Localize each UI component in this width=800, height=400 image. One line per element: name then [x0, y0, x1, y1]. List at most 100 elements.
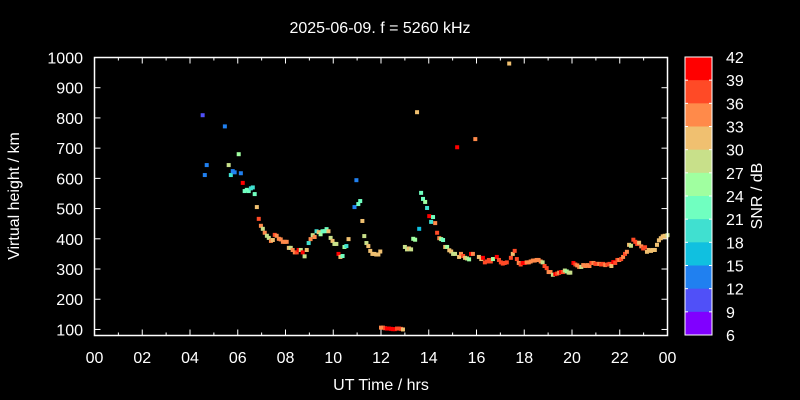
colorbar-tick-label: 18 — [726, 235, 744, 252]
colorbar-tick-label: 12 — [726, 282, 744, 299]
data-point — [524, 260, 529, 265]
data-point — [380, 325, 385, 330]
data-point — [457, 254, 462, 259]
data-point — [577, 264, 582, 269]
data-point — [628, 243, 633, 248]
data-point — [396, 326, 401, 331]
data-point — [400, 327, 405, 332]
y-tick-label: 200 — [56, 292, 83, 309]
data-point — [623, 251, 628, 256]
data-point — [470, 251, 475, 256]
data-point — [490, 257, 495, 262]
data-point — [360, 218, 365, 223]
data-point — [356, 202, 361, 207]
y-tick-label: 400 — [56, 232, 83, 249]
data-point — [308, 237, 313, 242]
x-tick-label: 04 — [181, 350, 199, 367]
data-point — [358, 199, 363, 204]
colorbar-tick-label: 27 — [726, 166, 744, 183]
data-point — [392, 327, 397, 332]
data-point — [429, 219, 434, 224]
data-point — [433, 221, 438, 226]
data-point — [633, 239, 638, 244]
data-point — [504, 260, 509, 265]
data-point — [236, 152, 241, 157]
x-tick-label: 18 — [515, 350, 533, 367]
data-point — [376, 252, 381, 257]
data-point — [587, 264, 592, 268]
data-point — [409, 247, 414, 252]
x-tick-label: 06 — [229, 350, 247, 367]
data-point — [445, 244, 450, 249]
data-point — [482, 260, 487, 265]
colorbar-band — [685, 172, 712, 197]
data-point — [423, 199, 428, 204]
data-point — [488, 259, 493, 264]
colorbar-band — [685, 103, 712, 127]
data-point — [613, 260, 618, 265]
data-point — [254, 205, 259, 210]
colorbar-band — [685, 57, 712, 81]
data-point — [518, 262, 523, 267]
colorbar-tick-label: 15 — [726, 259, 744, 276]
data-point — [302, 254, 307, 259]
data-point — [581, 263, 586, 268]
data-point — [336, 251, 341, 256]
data-point — [480, 255, 485, 260]
colorbar-label: SNR / dB — [749, 163, 766, 230]
data-point — [654, 242, 659, 247]
colorbar-tick-label: 9 — [726, 305, 735, 322]
data-point — [340, 254, 345, 259]
data-point — [290, 247, 295, 252]
data-point — [294, 250, 299, 255]
data-point — [266, 235, 271, 240]
data-point — [288, 245, 293, 250]
data-point — [421, 196, 426, 201]
data-point — [222, 124, 227, 129]
data-point — [278, 237, 283, 242]
data-point — [585, 263, 590, 268]
data-point — [568, 270, 573, 275]
data-point — [507, 61, 512, 66]
data-point — [496, 257, 501, 262]
data-point — [330, 238, 335, 243]
data-point — [601, 261, 606, 266]
data-point — [548, 270, 553, 275]
data-point — [514, 257, 519, 262]
data-point — [544, 266, 549, 271]
data-point — [413, 237, 418, 242]
x-tick-label: 10 — [324, 350, 342, 367]
colorbar-band — [685, 219, 712, 243]
data-point — [320, 229, 325, 234]
y-tick-label: 100 — [56, 322, 83, 339]
data-point — [228, 173, 233, 178]
data-point — [406, 246, 411, 251]
colorbar-tick-label: 6 — [726, 328, 735, 345]
data-point — [402, 244, 407, 249]
data-point — [458, 251, 463, 256]
colorbar-tick-label: 30 — [726, 143, 744, 160]
colorbar-tick-label: 36 — [726, 96, 744, 113]
data-point — [528, 259, 533, 264]
data-point — [603, 263, 608, 268]
colorbar-tick-label: 24 — [726, 189, 744, 206]
data-point — [204, 163, 209, 168]
x-tick-label: 14 — [420, 350, 438, 367]
data-point — [643, 245, 648, 250]
data-point — [453, 251, 458, 256]
data-point — [352, 205, 357, 210]
data-point — [366, 244, 371, 249]
data-point — [631, 237, 636, 242]
data-point — [364, 241, 369, 246]
data-point — [264, 233, 269, 238]
data-point — [508, 255, 513, 260]
data-point — [296, 247, 301, 252]
data-point — [322, 229, 327, 234]
data-point — [274, 233, 279, 238]
data-point — [637, 240, 642, 245]
chart-title: 2025-06-09. f = 5260 kHz — [289, 20, 470, 37]
data-point — [473, 137, 478, 142]
data-point — [464, 256, 469, 261]
y-tick-label: 700 — [56, 141, 83, 158]
data-point — [242, 189, 247, 194]
